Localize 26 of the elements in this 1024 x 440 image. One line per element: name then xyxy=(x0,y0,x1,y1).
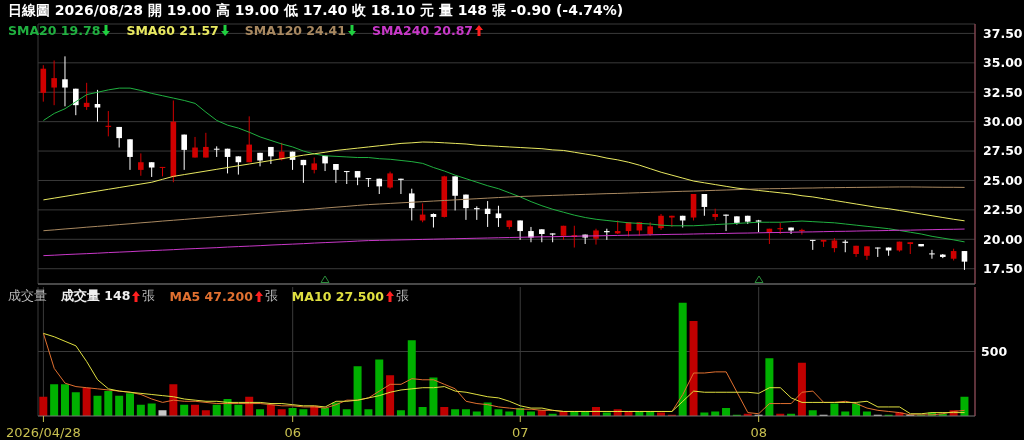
y-tick-label: 37.50 xyxy=(983,25,1023,41)
text: SMA120 24.41 xyxy=(244,23,346,38)
y-tick-label: 20.00 xyxy=(983,231,1023,247)
x-tick-label: 2026/04/28 xyxy=(5,425,81,440)
chart-title: 成交量 xyxy=(8,288,47,305)
y-tick-label: 22.50 xyxy=(983,202,1023,218)
x-tick-label: 08 xyxy=(750,425,767,440)
y-tick-label: 35.00 xyxy=(983,55,1023,71)
text: SMA20 19.78 xyxy=(8,23,101,38)
text: MA10 27.500 xyxy=(291,289,384,304)
y-tick-label: 17.50 xyxy=(983,261,1023,277)
text: 成交量 148 xyxy=(61,288,131,305)
y-tick-label: 32.50 xyxy=(983,84,1023,100)
text: 張 xyxy=(395,288,409,303)
text: 張 xyxy=(264,288,278,303)
text: MA5 47.200 xyxy=(169,289,253,304)
x-tick-label: 07 xyxy=(511,425,529,440)
x-tick-label: 06 xyxy=(284,425,301,440)
y-axis-title: 張 xyxy=(142,288,156,305)
text: 500 xyxy=(981,343,1008,360)
text: SMA60 21.57 xyxy=(126,23,219,38)
y-tick-label: 30.00 xyxy=(983,114,1023,130)
text: SMA240 20.87 xyxy=(371,23,474,38)
y-tick-label: 25.00 xyxy=(983,172,1023,188)
chart-title: 日線圖 2026/08/28 開 19.00 高 19.00 低 17.40 收 18.10 元 量 148 張 -0.90 (-4.74%) xyxy=(8,2,624,20)
y-tick-label: 27.50 xyxy=(983,143,1023,159)
